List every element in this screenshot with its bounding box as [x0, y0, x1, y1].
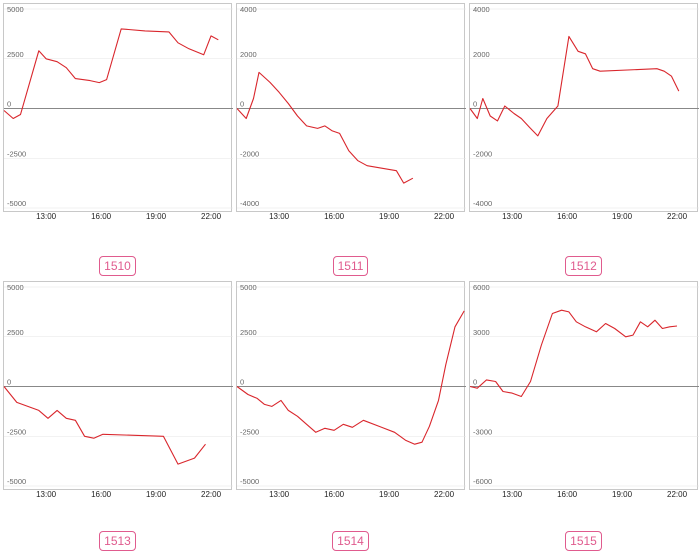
- y-tick-label: -2500: [7, 149, 26, 158]
- x-tick-label: 22:00: [201, 490, 222, 499]
- stock-code-label: 1512: [565, 256, 602, 276]
- x-tick-label: 22:00: [667, 490, 688, 499]
- chart-panel-1515: 6000 3000 0 -3000 -6000 13:00 16:00 19:00 22:00: [469, 281, 699, 499]
- x-tick-label: 19:00: [379, 212, 400, 221]
- y-tick-label: 0: [473, 100, 477, 109]
- x-tick-label: 22:00: [667, 212, 688, 221]
- y-tick-label: -2000: [240, 149, 259, 158]
- chart-svg: 4000 2000 0 -2000 -4000 13:00 16:00 19:00 22:00: [469, 5, 699, 221]
- y-tick-label: 2500: [7, 328, 24, 337]
- stock-code-tag[interactable]: 1512: [469, 256, 698, 276]
- stock-code-label: 1515: [565, 531, 602, 551]
- x-tick-label: 13:00: [36, 490, 57, 499]
- y-tick-label: 0: [240, 378, 244, 387]
- y-tick-label: 0: [7, 100, 11, 109]
- stock-code-label: 1511: [332, 256, 369, 276]
- series-line: [469, 35, 680, 137]
- y-tick-label: -4000: [240, 199, 259, 208]
- x-tick-label: 19:00: [146, 212, 167, 221]
- y-tick-label: -5000: [7, 199, 26, 208]
- y-tick-label: 3000: [473, 328, 490, 337]
- stock-code-tag[interactable]: 1514: [236, 531, 465, 551]
- x-tick-label: 19:00: [612, 490, 633, 499]
- stock-code-tag[interactable]: 1515: [469, 531, 698, 551]
- y-tick-label: 0: [473, 378, 477, 387]
- y-tick-label: 2000: [473, 50, 490, 59]
- chart-panel-1514: 5000 2500 0 -2500 -5000 13:00 16:00 19:00 22:00: [236, 281, 466, 499]
- y-tick-label: 5000: [7, 283, 24, 292]
- chart-panel-1511: 4000 2000 0 -2000 -4000 13:00 16:00 19:00 22:00: [236, 3, 466, 221]
- y-tick-label: -2500: [7, 427, 26, 436]
- series-line: [3, 386, 206, 465]
- series-line: [469, 309, 678, 398]
- y-tick-label: 2500: [7, 50, 24, 59]
- x-tick-label: 16:00: [91, 212, 112, 221]
- chart-panel-1510: 5000 2500 0 -2500 -5000 13:00 16:00 19:00 22:00: [3, 3, 233, 221]
- stock-code-tag[interactable]: 1511: [236, 256, 465, 276]
- chart-svg: 5000 2500 0 -2500 -5000 13:00 16:00 19:00 22:00: [236, 283, 466, 499]
- y-tick-label: 4000: [473, 5, 490, 14]
- x-tick-label: 19:00: [379, 490, 400, 499]
- chart-svg: 6000 3000 0 -3000 -6000 13:00 16:00 19:00 22:00: [469, 283, 699, 499]
- x-tick-label: 13:00: [502, 490, 523, 499]
- series-line: [236, 71, 414, 184]
- stock-code-tag[interactable]: 1510: [3, 256, 232, 276]
- x-tick-label: 16:00: [91, 490, 112, 499]
- x-tick-label: 19:00: [146, 490, 167, 499]
- y-tick-label: -2000: [473, 149, 492, 158]
- y-tick-label: 6000: [473, 283, 490, 292]
- x-tick-label: 19:00: [612, 212, 633, 221]
- chart-svg: 4000 2000 0 -2000 -4000 13:00 16:00 19:00 22:00: [236, 5, 466, 221]
- y-tick-label: 2000: [240, 50, 257, 59]
- y-tick-label: -5000: [7, 477, 26, 486]
- x-tick-label: 13:00: [269, 490, 290, 499]
- x-tick-label: 13:00: [502, 212, 523, 221]
- x-tick-label: 16:00: [557, 490, 578, 499]
- y-tick-label: 2500: [240, 328, 257, 337]
- y-tick-label: 0: [7, 378, 11, 387]
- x-tick-label: 22:00: [434, 490, 455, 499]
- y-tick-label: 5000: [7, 5, 24, 14]
- y-tick-label: 5000: [240, 283, 257, 292]
- y-tick-label: -5000: [240, 477, 259, 486]
- y-tick-label: 4000: [240, 5, 257, 14]
- y-tick-label: -4000: [473, 199, 492, 208]
- chart-panel-1512: 4000 2000 0 -2000 -4000 13:00 16:00 19:00 22:00: [469, 3, 699, 221]
- y-tick-label: -3000: [473, 427, 492, 436]
- y-tick-label: -2500: [240, 427, 259, 436]
- y-tick-label: 0: [240, 100, 244, 109]
- chart-svg: 5000 2500 0 -2500 -5000 13:00 16:00 19:00 22:00: [3, 283, 233, 499]
- x-tick-label: 16:00: [557, 212, 578, 221]
- x-tick-label: 13:00: [269, 212, 290, 221]
- series-line: [236, 310, 465, 445]
- stock-code-label: 1510: [99, 256, 136, 276]
- x-tick-label: 13:00: [36, 212, 57, 221]
- x-tick-label: 16:00: [324, 212, 345, 221]
- stock-code-label: 1514: [332, 531, 369, 551]
- chart-svg: 5000 2500 0 -2500 -5000 13:00 16:00 19:00 22:00: [3, 5, 233, 221]
- x-tick-label: 16:00: [324, 490, 345, 499]
- stock-code-label: 1513: [99, 531, 136, 551]
- y-tick-label: -6000: [473, 477, 492, 486]
- chart-panel-1513: 5000 2500 0 -2500 -5000 13:00 16:00 19:00 22:00: [3, 281, 233, 499]
- stock-code-tag[interactable]: 1513: [3, 531, 232, 551]
- series-line: [3, 28, 219, 120]
- x-tick-label: 22:00: [434, 212, 455, 221]
- x-tick-label: 22:00: [201, 212, 222, 221]
